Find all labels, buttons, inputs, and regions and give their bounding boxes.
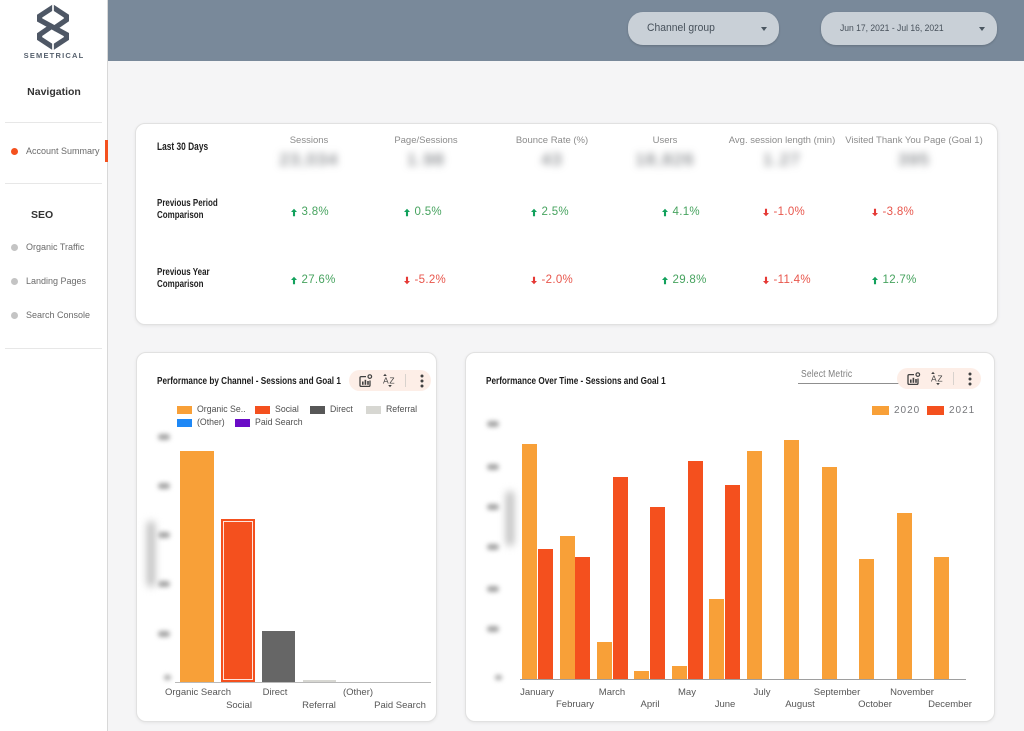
svg-text:A: A <box>931 374 937 384</box>
svg-text:Z: Z <box>389 376 394 386</box>
svg-text:Z: Z <box>937 374 942 384</box>
svg-text:A: A <box>383 376 389 386</box>
